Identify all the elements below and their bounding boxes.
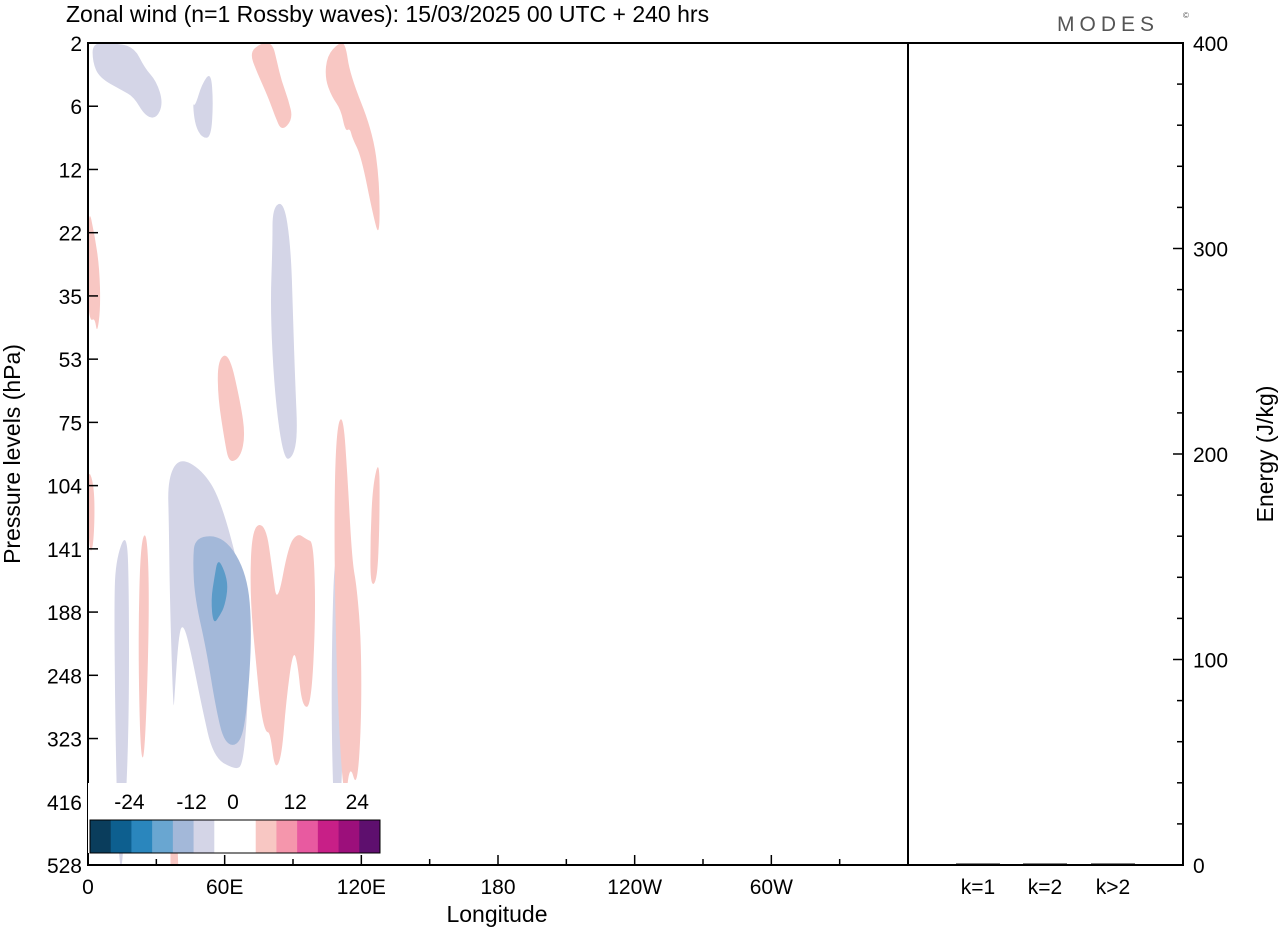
energy-category-label: k=1 xyxy=(961,876,995,899)
colorbar-swatch xyxy=(255,820,277,853)
y-tick-label: 2 xyxy=(70,33,82,56)
x-tick-label: 0 xyxy=(82,876,94,899)
contour-region xyxy=(193,76,213,138)
x-tick-label: 180 xyxy=(480,876,515,899)
y-axis: 2 6 12 22 35 53 75 104 141 188 248 323 416 528 xyxy=(47,33,98,878)
contour-region xyxy=(334,419,362,793)
y-tick-label: 141 xyxy=(47,539,82,562)
colorbar-swatch xyxy=(193,820,215,853)
y-tick-label: 35 xyxy=(59,286,82,309)
contour-region xyxy=(88,216,101,330)
x-tick-label: 120W xyxy=(607,876,662,899)
energy-bar xyxy=(1023,863,1067,865)
chart-title: Zonal wind (n=1 Rossby waves): 15/03/202… xyxy=(66,1,709,27)
colorbar-swatch xyxy=(131,820,153,853)
contour-region xyxy=(88,473,95,551)
modes-logo: MODES © xyxy=(1057,11,1194,36)
colorbar-label: 12 xyxy=(283,791,306,814)
colorbar-label: -24 xyxy=(114,791,145,814)
colorbar-swatch xyxy=(110,820,132,853)
energy-tick-label: 300 xyxy=(1193,239,1228,262)
y-tick-label: 528 xyxy=(47,855,82,878)
contour-region xyxy=(138,535,149,758)
energy-panel-frame xyxy=(907,42,1184,866)
colorbar-label: -12 xyxy=(176,791,206,814)
contour-region xyxy=(92,43,162,118)
y-tick-label: 104 xyxy=(47,476,82,499)
energy-tick-label: 0 xyxy=(1193,855,1205,878)
energy-bar xyxy=(956,863,1000,865)
colorbar-swatch xyxy=(152,820,174,853)
y-tick-label: 75 xyxy=(59,412,82,435)
wind-contour-field xyxy=(88,43,380,865)
x-tick-label: 120E xyxy=(337,876,386,899)
x-tick-label: 60E xyxy=(206,876,243,899)
contour-region xyxy=(211,562,228,622)
x-tick-label: 60W xyxy=(750,876,793,899)
y-tick-label: 416 xyxy=(47,792,82,815)
energy-category-label: k=2 xyxy=(1028,876,1062,899)
y-axis-label: Pressure levels (hPa) xyxy=(0,344,25,564)
colorbar-swatch xyxy=(359,820,381,853)
contour-region xyxy=(325,43,380,231)
energy-bars: k=1 k=2 k>2 xyxy=(956,863,1135,899)
energy-tick-label: 400 xyxy=(1193,33,1228,56)
x-axis-label: Longitude xyxy=(446,901,547,927)
colorbar-label: 24 xyxy=(346,791,370,814)
colorbar-label: 0 xyxy=(227,791,239,814)
colorbar-swatch xyxy=(317,820,340,853)
contour-region xyxy=(270,203,297,459)
contour-region xyxy=(251,43,292,128)
y-tick-label: 188 xyxy=(47,602,82,625)
colorbar-swatch xyxy=(172,820,195,853)
colorbar-legend: -24 -12 0 12 24 xyxy=(88,783,382,854)
y-tick-label: 12 xyxy=(59,159,82,182)
energy-category-label: k>2 xyxy=(1096,876,1130,899)
colorbar-swatch xyxy=(90,820,112,853)
colorbar-swatch xyxy=(276,820,298,853)
energy-axis: 0 100 200 300 400 xyxy=(1173,33,1228,878)
contour-region xyxy=(250,525,316,766)
energy-tick-label: 100 xyxy=(1193,650,1228,673)
contour-region xyxy=(370,467,380,584)
energy-tick-label: 200 xyxy=(1193,444,1228,467)
contour-region xyxy=(217,355,245,462)
contour-region xyxy=(193,536,251,745)
logo-text: MODES xyxy=(1057,13,1159,36)
y-tick-label: 22 xyxy=(59,223,82,246)
y-tick-label: 6 xyxy=(70,96,82,119)
x-axis: 0 60E 120E 180 120W 60W xyxy=(82,855,909,899)
colorbar-swatch xyxy=(214,820,236,853)
energy-axis-label: Energy (J/kg) xyxy=(1252,386,1278,523)
colorbar-swatch xyxy=(235,820,257,853)
y-tick-label: 323 xyxy=(47,729,82,752)
y-tick-label: 248 xyxy=(47,665,82,688)
energy-bar xyxy=(1091,863,1135,865)
colorbar-swatch xyxy=(338,820,360,853)
colorbar-swatch xyxy=(297,820,319,853)
logo-mark: © xyxy=(1183,11,1194,20)
y-tick-label: 53 xyxy=(59,349,82,372)
colorbar-outline xyxy=(89,819,381,854)
